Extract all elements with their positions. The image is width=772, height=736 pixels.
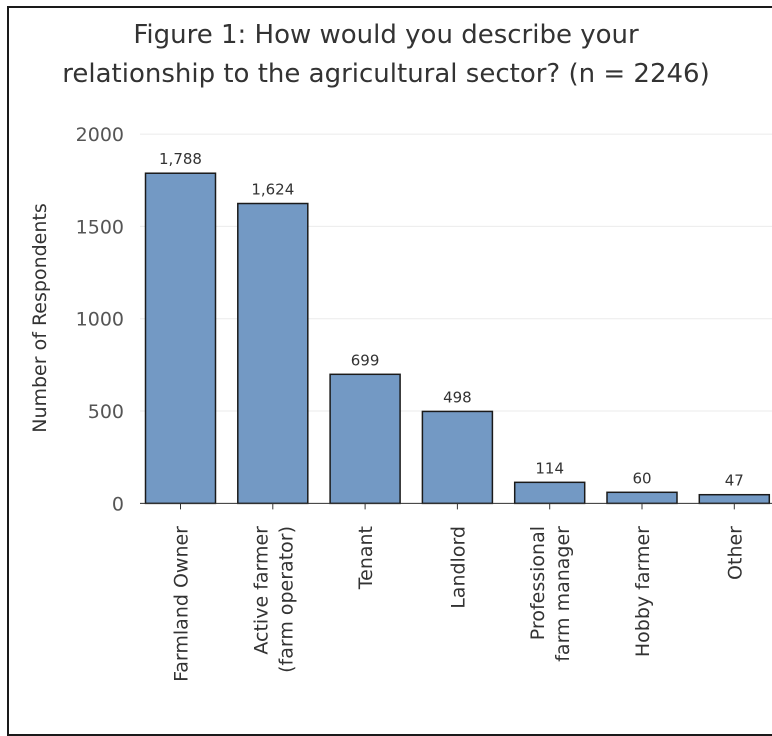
x-category-label: Active farmer (farm operator) [250, 526, 297, 673]
data-label: 1,788 [159, 150, 202, 168]
data-label: 1,624 [251, 181, 294, 199]
x-category-label-line: Professional [527, 526, 549, 640]
x-axis-categories: Farmland Owner Active farmer (farm operato… [140, 502, 772, 682]
x-category-label-line: Hobby farmer [632, 526, 654, 657]
y-tick-label: 500 [88, 401, 124, 423]
y-axis-label: Number of Respondents [29, 203, 51, 433]
data-label: 47 [725, 472, 744, 490]
x-category-label: Farmland Owner [171, 526, 193, 682]
bar [421, 410, 494, 505]
x-category-label: Tenant [355, 526, 377, 590]
chart-title-line-2: relationship to the agricultural sector?… [62, 59, 710, 89]
x-category-label: Hobby farmer [632, 526, 654, 657]
x-category-label-line: Farmland Owner [171, 526, 193, 682]
chart-title: Figure 1: How would you describe your re… [0, 16, 772, 94]
bar [606, 491, 678, 505]
bar [329, 373, 401, 505]
x-category-label-line: Landlord [447, 526, 469, 609]
data-label: 60 [632, 469, 651, 487]
x-category-label: Landlord [447, 526, 469, 609]
data-labels: 1,788 1,624 699 498 114 60 47 [159, 150, 744, 489]
data-label: 699 [351, 351, 380, 369]
x-category-label-line: farm manager [552, 526, 574, 662]
data-label: 114 [535, 459, 564, 477]
x-category-label-line: Tenant [355, 526, 377, 590]
x-category-label-line: Other [724, 526, 746, 580]
x-category-label-line: Active farmer [250, 526, 272, 655]
bar [144, 172, 217, 505]
y-tick-label: 1000 [76, 309, 124, 331]
chart-title-line-1: Figure 1: How would you describe your [133, 20, 639, 50]
bar [513, 481, 586, 505]
x-category-label-line: (farm operator) [275, 526, 297, 673]
data-label: 498 [443, 388, 472, 406]
bar [237, 202, 309, 505]
x-category-label: Other [724, 526, 746, 580]
bars [144, 172, 771, 505]
x-category-label: Professional farm manager [527, 526, 574, 662]
y-tick-label: 2000 [76, 124, 124, 146]
bar [698, 493, 771, 505]
chart-frame [7, 6, 772, 736]
bar-chart: 1,788 1,624 699 498 114 60 47 0 500 1000 1500 2000… [29, 124, 772, 682]
y-tick-label: 0 [112, 493, 124, 515]
y-axis-ticks: 0 500 1000 1500 2000 [76, 124, 124, 515]
y-tick-label: 1500 [76, 216, 124, 238]
